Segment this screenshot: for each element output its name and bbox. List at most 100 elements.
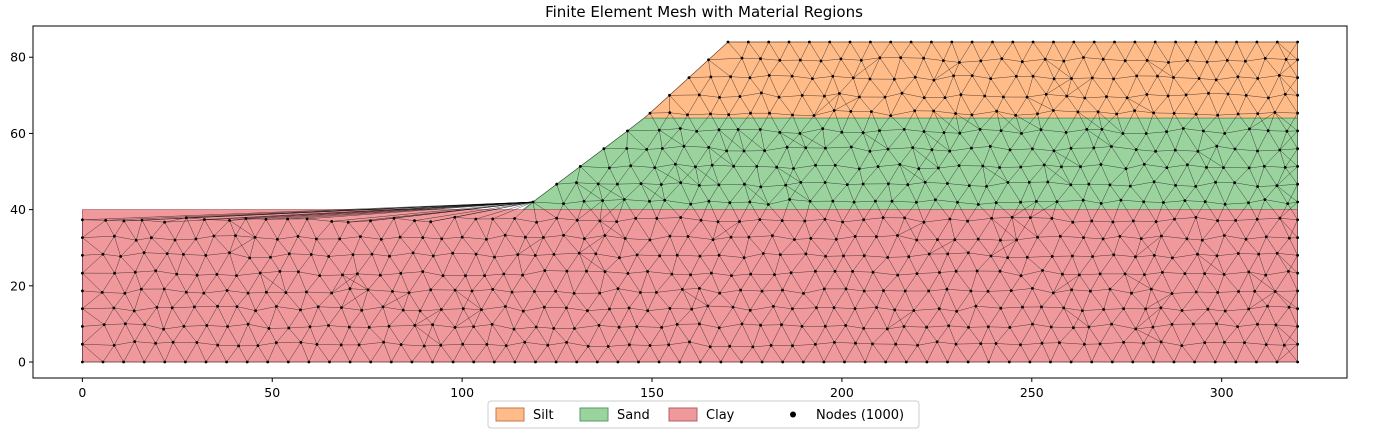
mesh-node: [625, 147, 629, 150]
mesh-node: [976, 203, 980, 206]
mesh-node: [814, 269, 817, 273]
mesh-node: [1244, 59, 1247, 63]
mesh-node: [516, 253, 520, 256]
mesh-node: [698, 254, 702, 258]
mesh-node: [552, 327, 556, 330]
mesh-node: [267, 327, 271, 330]
mesh-node: [338, 237, 342, 241]
mesh-node: [1134, 255, 1137, 259]
mesh-node: [483, 274, 486, 277]
mesh-node: [648, 344, 652, 347]
mesh-node: [648, 238, 652, 242]
mesh-node: [598, 219, 602, 223]
mesh-node: [915, 200, 918, 204]
mesh-node: [603, 270, 607, 273]
mesh-node: [736, 128, 740, 131]
mesh-node: [663, 198, 667, 202]
mesh-node: [1100, 127, 1104, 131]
mesh-node: [832, 109, 836, 112]
mesh-node: [81, 271, 84, 275]
mesh-node: [555, 216, 559, 220]
mesh-node: [863, 360, 867, 364]
mesh-node: [1172, 111, 1176, 115]
mesh-node: [1283, 92, 1287, 96]
mesh-node: [113, 234, 116, 238]
mesh-node: [945, 287, 949, 291]
mesh-node: [399, 271, 403, 275]
mesh-node: [1019, 165, 1023, 169]
mesh-node: [554, 289, 557, 293]
mesh-node: [998, 166, 1001, 169]
mesh-node: [740, 56, 744, 60]
mesh-node: [142, 360, 146, 364]
mesh-node: [411, 251, 415, 255]
mesh-node: [1257, 252, 1261, 256]
mesh-node: [862, 218, 866, 222]
mesh-node: [1025, 255, 1029, 259]
mesh-node: [922, 96, 926, 100]
mesh-node: [824, 146, 827, 150]
mesh-node: [1091, 255, 1094, 258]
mesh-node: [1143, 273, 1146, 276]
mesh-node: [781, 288, 784, 292]
mesh-node: [1134, 327, 1138, 331]
mesh-node: [1099, 163, 1103, 166]
legend-swatch-sand: [579, 407, 609, 422]
mesh-node: [606, 345, 610, 348]
mesh-node: [328, 360, 331, 364]
mesh-node: [660, 147, 664, 150]
mesh-node: [464, 274, 467, 278]
mesh-node: [937, 166, 940, 170]
mesh-node: [616, 182, 619, 186]
mesh-node: [1036, 112, 1039, 116]
y-tick-label: 40: [10, 202, 26, 217]
mesh-node: [975, 269, 979, 273]
mesh-node: [1234, 360, 1238, 364]
mesh-node: [594, 252, 598, 256]
mesh-node: [1296, 218, 1299, 222]
mesh-node: [1256, 77, 1260, 80]
mesh-node: [244, 217, 248, 220]
mesh-node: [1152, 180, 1156, 184]
mesh-node: [1296, 129, 1299, 133]
mesh-node: [1159, 306, 1163, 310]
mesh-node: [896, 273, 900, 277]
mesh-node: [194, 237, 198, 241]
mesh-node: [155, 306, 159, 309]
mesh-node: [667, 343, 671, 347]
mesh-node: [668, 93, 671, 97]
mesh-node: [1194, 216, 1198, 219]
mesh-node: [804, 146, 808, 150]
mesh-node: [102, 323, 106, 327]
mesh-node: [347, 325, 351, 329]
mesh-node: [1197, 77, 1201, 80]
mesh-node: [1092, 146, 1096, 150]
mesh-node: [1156, 74, 1159, 78]
mesh-node: [889, 40, 893, 44]
mesh-node: [1145, 93, 1149, 96]
mesh-node: [184, 360, 187, 364]
mesh-node: [253, 236, 257, 239]
mesh-node: [195, 341, 199, 344]
mesh-node: [746, 40, 750, 44]
mesh-node: [533, 254, 537, 257]
mesh-node: [1223, 202, 1227, 206]
mesh-node: [1069, 183, 1073, 187]
mesh-node: [1064, 131, 1068, 134]
mesh-node: [1262, 164, 1266, 168]
mesh-node: [533, 290, 536, 293]
mesh-node: [1131, 360, 1135, 364]
mesh-node: [966, 360, 970, 364]
mesh-node: [1275, 40, 1279, 44]
mesh-node: [953, 238, 957, 242]
mesh-node: [305, 217, 309, 221]
mesh-node: [868, 77, 872, 81]
mesh-node: [1154, 149, 1157, 153]
mesh-node: [875, 235, 878, 239]
mesh-node: [882, 289, 885, 293]
mesh-node: [787, 40, 791, 44]
mesh-node: [1098, 272, 1102, 276]
mesh-node: [755, 165, 759, 168]
mesh-node: [1072, 40, 1076, 44]
mesh-node: [1077, 273, 1081, 277]
